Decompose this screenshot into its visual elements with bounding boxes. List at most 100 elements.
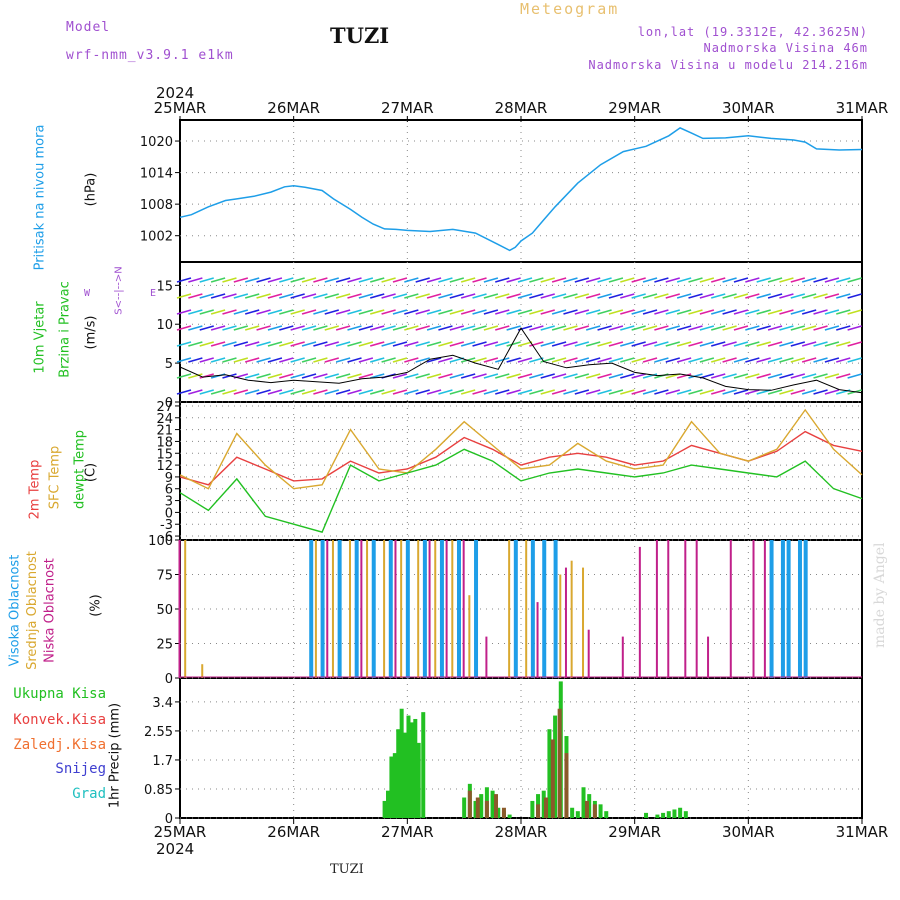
wind-arrow (472, 341, 487, 347)
wind-arrow (585, 357, 601, 363)
date-tick-top: 31MAR (836, 99, 889, 117)
wind-arrow (210, 341, 226, 347)
wind-arrow (733, 325, 749, 331)
total-precip-bar (403, 732, 408, 818)
wind-arrow (313, 293, 328, 299)
wind-arrow (711, 293, 726, 299)
wind-arrow (301, 373, 317, 379)
wind-arrow (495, 325, 510, 331)
wind-arrow (756, 277, 771, 283)
wind-arrow (381, 309, 396, 315)
wind-arrow (222, 277, 237, 283)
wind-arrow (176, 277, 192, 283)
y-tick-label: 2.55 (144, 725, 173, 740)
wind-arrow (824, 325, 840, 331)
wind-arrow (347, 389, 362, 395)
wind-arrow (460, 373, 476, 379)
low-cloud-bar (428, 540, 431, 678)
low-cloud-bar (360, 540, 363, 678)
wind-arrow (472, 389, 487, 395)
wind-arrow (347, 277, 362, 283)
wind-arrow (585, 373, 601, 379)
total-precip-bar (392, 753, 397, 818)
wind-arrow (301, 293, 317, 299)
wind-arrow (676, 341, 692, 347)
wind-arrow (404, 341, 419, 347)
wind-arrow (756, 357, 771, 363)
wind-arrow (540, 325, 555, 331)
wind-arrow (222, 293, 237, 299)
y-tick-label: 0.85 (144, 783, 173, 798)
high-cloud-bar (439, 540, 444, 678)
low-cloud-bar (655, 540, 658, 678)
wind-arrow (267, 373, 283, 379)
wind-arrow (813, 277, 828, 283)
y-tick-label: -3 (160, 518, 173, 533)
wind-arrow (756, 373, 771, 379)
wind-arrow (199, 309, 214, 315)
wind-arrow (392, 277, 408, 283)
wind-arrow (688, 357, 703, 363)
wind-arrow (620, 309, 635, 315)
wind-arrow (790, 389, 806, 395)
convective-precip-bar (564, 753, 569, 818)
wind-arrow (176, 341, 192, 347)
wind-arrow (279, 357, 294, 363)
wind-arrow (279, 389, 294, 395)
wind-arrow (836, 341, 851, 347)
wind-arrow (620, 389, 635, 395)
wind-arrow (631, 277, 646, 283)
wind-arrow (279, 277, 294, 283)
wind-arrow (529, 277, 544, 283)
wind-arrow (210, 309, 226, 315)
total-precip-bar (678, 807, 683, 818)
wind-arrow (540, 309, 555, 315)
model-name: wrf-nmm_v3.9.1 e1km (66, 48, 234, 63)
wind-arrow (244, 389, 260, 395)
wind-arrow (733, 341, 749, 347)
wind-arrow (642, 325, 658, 331)
wind-arrow (688, 389, 703, 395)
wind-arrow (426, 277, 442, 283)
wind-arrow (597, 277, 612, 283)
wind-arrow (313, 373, 328, 379)
wind-arrow (779, 389, 794, 395)
total-precip-bar (683, 811, 688, 818)
wind-arrow (563, 341, 578, 347)
mid-cloud-bar (570, 560, 573, 678)
panel-frame (179, 677, 863, 819)
wind-arrow (779, 309, 794, 315)
wind-speed-line (179, 327, 863, 394)
precip-hail-label: Grad (72, 786, 106, 802)
wind-arrow (483, 341, 499, 347)
wind-arrow (676, 357, 692, 363)
wind-arrow (642, 341, 658, 347)
total-precip-bar (473, 800, 478, 818)
wind-arrow (767, 309, 783, 315)
wind-arrow (745, 277, 760, 283)
wind-arrow (256, 293, 271, 299)
wind-arrow (370, 309, 385, 315)
wind-arrow (449, 293, 465, 299)
wind-arrow (620, 293, 635, 299)
wind-arrow (551, 309, 567, 315)
wind-arrow (438, 325, 453, 331)
low-cloud-bar (485, 636, 488, 678)
wind-arrow (574, 357, 590, 363)
low-cloud-bar (326, 540, 329, 678)
wind-arrow (597, 293, 612, 299)
wind-arrow (711, 341, 726, 347)
wind-arrow (790, 325, 806, 331)
wind-arrow (574, 389, 590, 395)
wind-arrow (847, 277, 862, 283)
wind-arrow (654, 277, 669, 283)
wind-arrow (608, 293, 624, 299)
wind-arrow (642, 357, 658, 363)
high-cloud-bar (513, 540, 518, 678)
wind-arrow (551, 341, 567, 347)
wind-arrow (392, 341, 408, 347)
convective-precip-bar (557, 708, 562, 818)
wind-arrow (801, 357, 817, 363)
total-precip-bar (644, 812, 649, 818)
wind-arrow (495, 277, 510, 283)
